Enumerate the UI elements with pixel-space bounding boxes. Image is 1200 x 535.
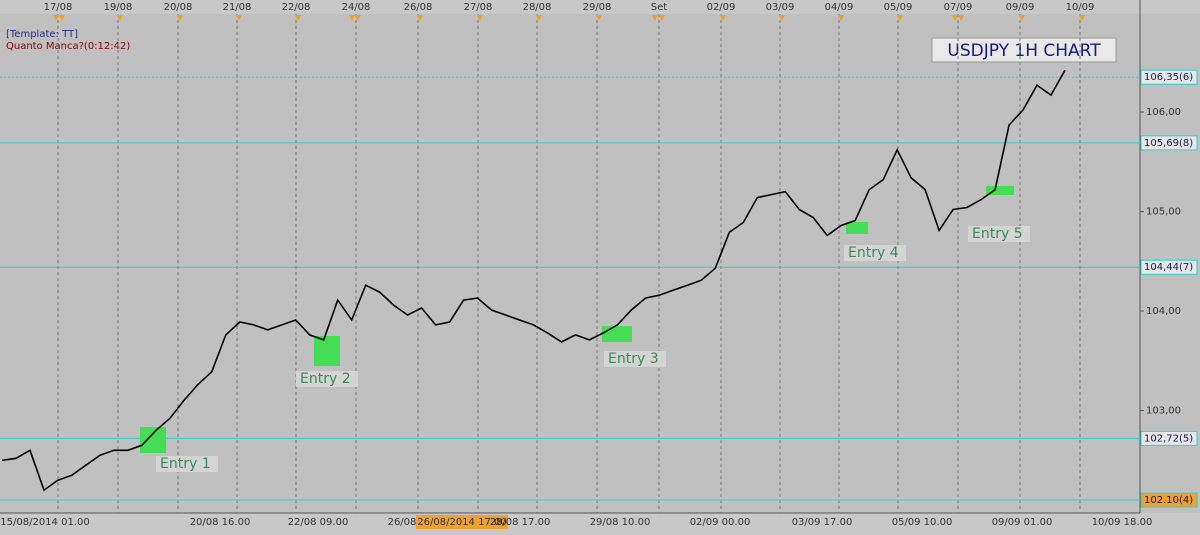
entry-zone (140, 427, 166, 453)
top-date-label: 26/08 (404, 2, 433, 13)
top-date-label: 19/08 (104, 2, 133, 13)
entry-label: Entry 3 (608, 351, 659, 367)
marker (652, 15, 658, 21)
x-tick-label: 02/09 00.00 (690, 517, 751, 528)
entry-label-box (844, 245, 906, 261)
marker (349, 15, 355, 21)
level-label: 102.10(4) (1144, 495, 1193, 506)
level-label: 104,44(7) (1144, 262, 1193, 273)
top-date-label: 07/09 (944, 2, 973, 13)
y-tick-label: 106,00 (1146, 107, 1181, 118)
x-tick-label: 22/08 09.00 (288, 517, 349, 528)
entry-label: Entry 4 (848, 245, 899, 261)
entry-label: Entry 1 (160, 456, 211, 472)
top-date-label: 05/09 (884, 2, 913, 13)
top-date-label: Set (651, 2, 668, 13)
entry-label: Entry 2 (300, 371, 351, 387)
x-tick-label: 03/09 17.00 (792, 517, 853, 528)
marker (779, 15, 785, 21)
level-label: 106,35(6) (1144, 72, 1193, 83)
marker (838, 15, 844, 21)
entry-label-box (604, 351, 666, 367)
marker (952, 15, 958, 21)
marker (958, 15, 964, 21)
entry-zone (314, 336, 340, 366)
marker (177, 15, 183, 21)
y-tick-label: 103,00 (1146, 406, 1181, 417)
top-date-label: 20/08 (164, 2, 193, 13)
entry-label-box (968, 226, 1030, 242)
entry-label: Entry 5 (972, 226, 1023, 242)
level-box (1140, 492, 1198, 508)
top-date-label: 24/08 (342, 2, 371, 13)
x-tick-label: 26/08/2014 17.00 (417, 517, 506, 528)
level-box (1140, 259, 1198, 275)
top-date-label: 29/08 (583, 2, 612, 13)
x-tick-label: 05/09 10.00 (892, 517, 953, 528)
x-tick-label: 15/08/2014 01.00 (0, 517, 89, 528)
price-line (1, 69, 1066, 492)
title-box (931, 37, 1117, 63)
marker (477, 15, 483, 21)
x-tick-label: 10/09 18.00 (1092, 517, 1153, 528)
level-label: 102,72(5) (1144, 433, 1193, 444)
marker (536, 15, 542, 21)
x-tick-label: 20/08 16.00 (190, 517, 251, 528)
top-date-label: 27/08 (464, 2, 493, 13)
level-label: 105,69(8) (1144, 138, 1193, 149)
chart-title: USDJPY 1H CHART (947, 41, 1101, 61)
top-date-label: 02/09 (707, 2, 736, 13)
x-tick-label: 26/08 (388, 517, 417, 528)
y-tick-label: 105,00 (1146, 207, 1181, 218)
top-date-label: 09/09 (1006, 2, 1035, 13)
entry-zone (602, 326, 632, 342)
top-date-label: 03/09 (766, 2, 795, 13)
top-date-label: 10/09 (1066, 2, 1095, 13)
entry-label-box (156, 456, 218, 472)
entry-label-box (296, 371, 358, 387)
marker (59, 15, 65, 21)
template: [Template: TT] (6, 29, 78, 40)
level-box (1140, 135, 1198, 151)
x-tick-label: 09/09 01.00 (992, 517, 1053, 528)
level-box (1140, 430, 1198, 446)
y-tick-label: 104,00 (1146, 306, 1181, 317)
marker (295, 15, 301, 21)
x-tick-label: 29/08 10.00 (590, 517, 651, 528)
marker (897, 15, 903, 21)
x-tick-label: 28/08 17.00 (490, 517, 551, 528)
marker (236, 15, 242, 21)
level-box (1140, 69, 1198, 85)
bottom-bar (0, 513, 1200, 535)
top-date-label: 17/08 (44, 2, 73, 13)
top-date-label: 22/08 (282, 2, 311, 13)
top-bar (0, 0, 1200, 14)
marker (1019, 15, 1025, 21)
marker (53, 15, 59, 21)
marker (720, 15, 726, 21)
top-date-label: 04/09 (825, 2, 854, 13)
entry-zone (986, 186, 1014, 195)
marker (117, 15, 123, 21)
marker (417, 15, 423, 21)
marker (355, 15, 361, 21)
entry-zone (846, 222, 868, 234)
marker (659, 15, 665, 21)
countdown: Quanto Manca?(0:12:42) (6, 41, 130, 52)
top-date-label: 28/08 (523, 2, 552, 13)
marker (596, 15, 602, 21)
top-date-label: 21/08 (223, 2, 252, 13)
marker (1079, 15, 1085, 21)
time-highlight (416, 515, 508, 529)
